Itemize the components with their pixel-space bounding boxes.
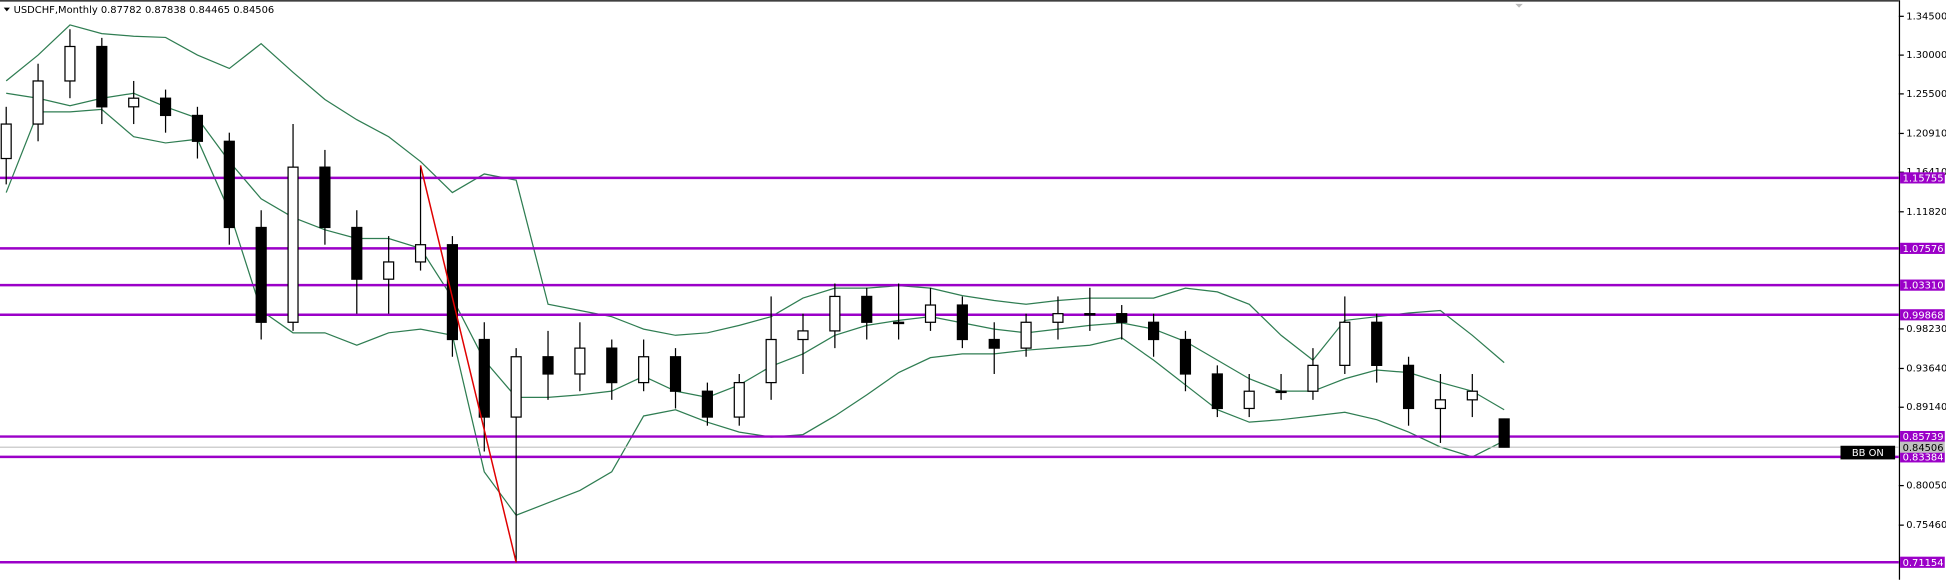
candle-body [701,390,713,418]
y-tick-label: 0.80050 [1906,481,1946,492]
candle-body [956,304,968,341]
candle-body [765,338,777,384]
candle-body [829,295,841,332]
candle-body [319,166,331,229]
candle-body [733,381,745,418]
candle-body [0,123,12,160]
indicator-badge [1840,445,1896,460]
level-label-bg [1900,430,1945,443]
candle-body [446,244,458,341]
level-label: 1.07576 [1903,244,1944,255]
level-label-bg [1900,309,1945,321]
chart-header: USDCHF,Monthly 0.87782 0.87838 0.84465 0… [14,5,275,16]
candle-body [414,244,427,263]
level-label: 0.99868 [1903,310,1944,321]
candle-body [1179,338,1192,375]
candle-body [1084,313,1096,316]
candle-body [96,45,108,108]
candle-body [1371,321,1383,366]
level-label-bg [1900,556,1945,568]
high-price: 0.87838 [145,5,186,16]
level-label: 0.83384 [1903,452,1944,463]
y-tick-label: 1.34500 [1906,11,1946,22]
candle-body [893,321,905,325]
candle-body [1402,364,1415,410]
candle-body [32,80,44,125]
candle-body [797,330,809,341]
level-label: 0.71154 [1903,558,1944,569]
close-price: 0.84506 [233,5,274,16]
level-label: 0.85739 [1903,432,1944,443]
candle-body [542,356,554,375]
candle-body [669,356,682,392]
y-tick-label: 0.93640 [1906,363,1946,374]
candle-body [159,97,172,117]
level-label: 1.15755 [1903,173,1944,184]
candle-body [1307,364,1319,392]
y-tick-label: 0.89140 [1906,402,1946,413]
candle-body [638,356,650,384]
candle-body [478,338,490,418]
candle-body [223,140,235,229]
y-tick-label: 0.75460 [1906,520,1946,531]
candle-body [1498,418,1510,448]
candle-body [861,295,873,323]
trendline [419,165,517,563]
candle-body [924,304,937,323]
candle-body [1434,399,1447,410]
y-tick-label: 1.11820 [1906,207,1946,218]
symbol: USDCHF,Monthly [14,5,98,16]
candle-body [1339,321,1351,366]
candle-body [287,166,299,323]
candle-body [1148,321,1160,341]
candle-body [1466,390,1478,401]
y-tick-label: 0.98230 [1906,324,1946,335]
candle-body [1052,313,1064,323]
low-price: 0.84465 [189,5,230,16]
candle-body [1243,390,1255,410]
candle-body [1020,321,1032,349]
header-arrow [3,7,10,12]
candle-body [351,226,363,280]
level-label: 1.03310 [1903,281,1944,292]
candle-body [1116,313,1128,323]
y-tick-label: 1.25500 [1906,89,1946,100]
bollinger-middle [6,92,1505,411]
y-tick-label: 1.20910 [1906,128,1946,139]
candle-body [510,356,522,418]
candle-body [191,114,204,142]
candle-body [1275,390,1287,394]
level-label-bg [1900,242,1945,254]
current-price-label: 0.84506 [1903,443,1944,454]
level-label-bg [1900,172,1945,184]
y-tick-label: 1.30000 [1906,50,1946,61]
candle-body [1211,373,1223,410]
candle-body [255,226,267,323]
candle-body [64,45,76,82]
candle-body [988,338,1000,349]
indicator-label: BB ON [1852,448,1884,459]
bollinger-upper [5,24,1505,364]
candle-body [574,347,586,375]
scroll-marker [1515,3,1523,8]
candle-body [128,97,140,108]
open-price: 0.87782 [101,5,142,16]
level-label-bg [1900,279,1945,291]
candle-body [606,347,618,384]
level-label-bg [1900,451,1945,463]
current-price-bg [1900,441,1945,453]
candle-body [383,261,395,280]
